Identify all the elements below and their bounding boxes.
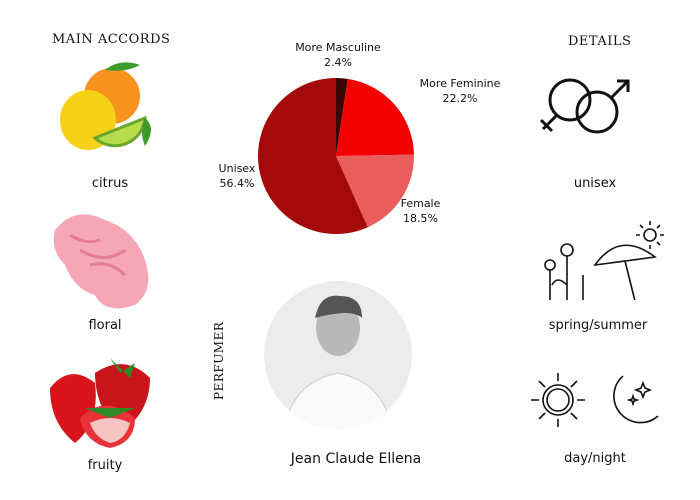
accord-label-fruity: fruity — [87, 458, 123, 473]
gender-pie-chart — [258, 78, 415, 234]
accord-label-citrus: citrus — [91, 176, 129, 191]
main-accords-title: MAIN ACCORDS — [52, 32, 171, 47]
accord-label-floral: floral — [88, 318, 122, 333]
pie-slice-more-feminine — [336, 78, 414, 156]
pie-label-female: Female 18.5% — [400, 197, 441, 225]
sun-moon-icon — [531, 373, 659, 427]
flowers-umbrella-sun-icon — [544, 221, 664, 300]
carnation-flower-image — [53, 214, 149, 309]
pie-slice-female — [336, 154, 415, 228]
perfumer-title: PERFUMER — [212, 321, 226, 400]
pie-label-more-feminine: More Feminine 22.2% — [419, 77, 501, 105]
detail-label-unisex: unisex — [573, 176, 617, 191]
detail-label-season: spring/summer — [548, 318, 648, 333]
detail-label-time: day/night — [564, 451, 626, 466]
gender-symbols-icon — [539, 78, 630, 134]
perfumer-photo — [264, 281, 412, 429]
pie-label-more-masculine: More Masculine 2.4% — [295, 41, 381, 69]
strawberries-image — [50, 358, 150, 448]
perfumer-name: Jean Claude Ellena — [290, 451, 422, 467]
pie-label-unisex: Unisex 56.4% — [218, 162, 256, 190]
citrus-fruits-image — [60, 62, 151, 150]
pie-slice-unisex — [258, 78, 368, 234]
details-title: DETAILS — [568, 34, 632, 49]
pie-slice-more-masculine — [336, 78, 348, 156]
